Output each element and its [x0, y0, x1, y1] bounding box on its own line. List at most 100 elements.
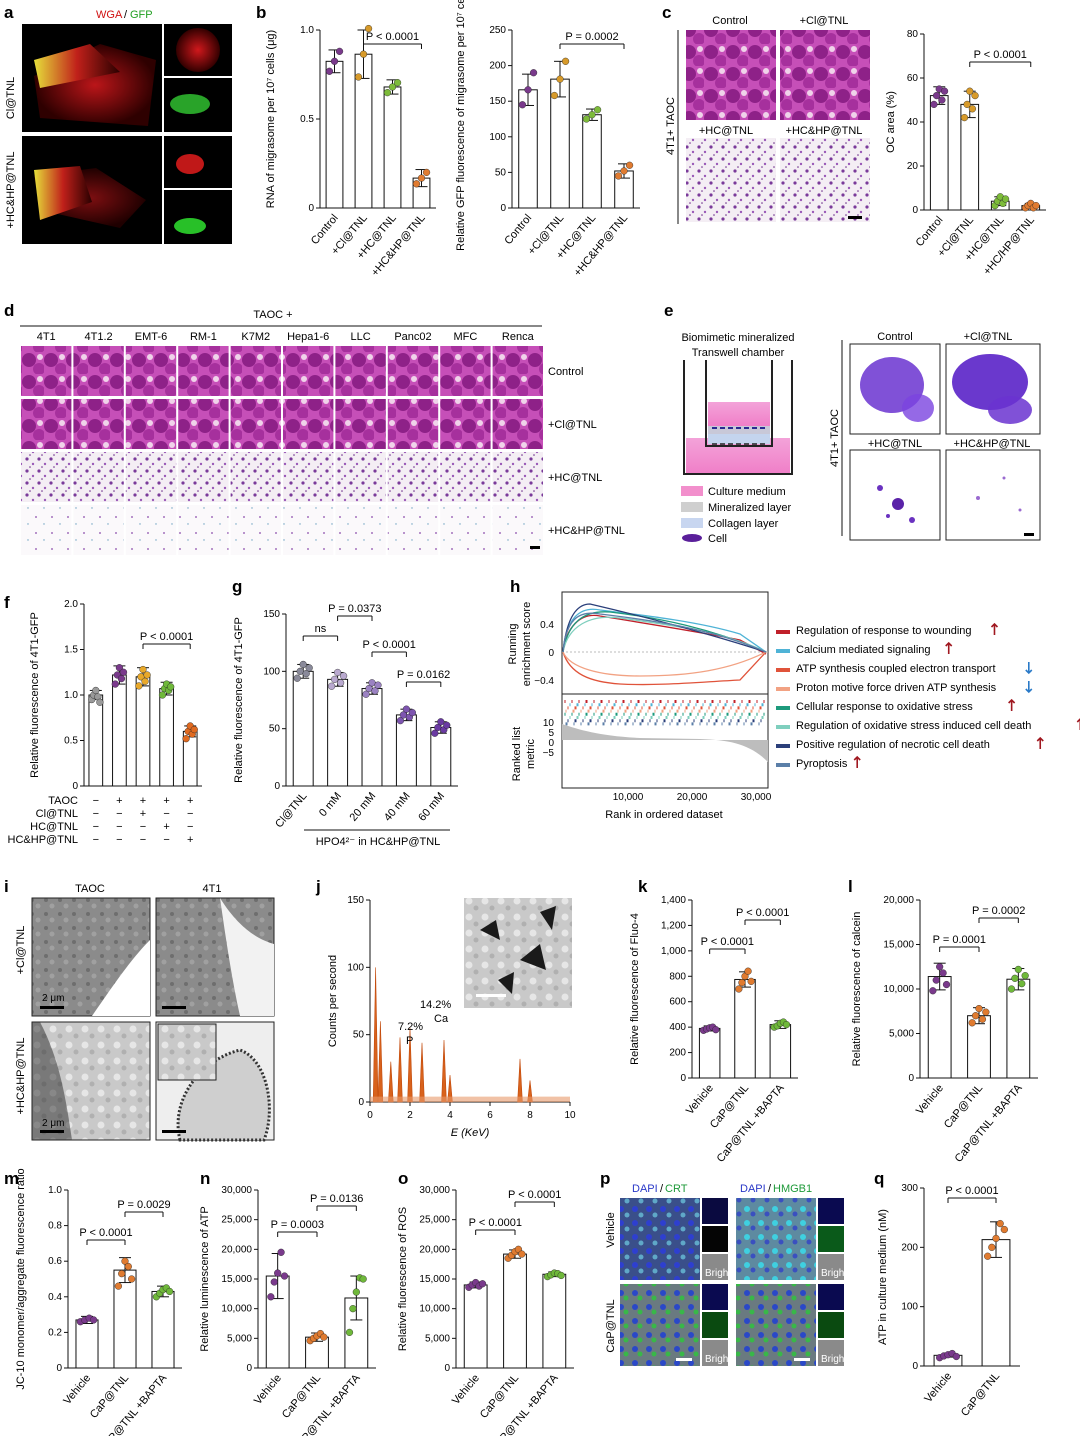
y-tick: 0.4	[540, 620, 554, 631]
condition-sign: −	[140, 834, 146, 846]
legend-label: Calcium mediated signaling	[796, 644, 931, 656]
data-point	[747, 977, 755, 985]
thumb-label: Bright	[821, 1268, 847, 1279]
y-axis-label: Relative fluorescence of calcein	[851, 912, 863, 1067]
condition-sign: −	[93, 821, 99, 833]
bar	[503, 1253, 527, 1369]
legend-swatch	[776, 763, 790, 767]
y-tick-label: 60	[907, 73, 919, 84]
panel-label: f	[4, 593, 10, 612]
stain-tile	[230, 399, 281, 449]
data-point	[115, 664, 124, 672]
panel-label: p	[600, 1169, 610, 1188]
x-tick-label: 40 mM	[382, 790, 413, 823]
data-point	[96, 698, 104, 706]
y-tick-label: 0	[72, 781, 78, 792]
panel-label: l	[848, 877, 853, 896]
x-tick-label: 0	[367, 1110, 373, 1121]
condition-sign: +	[163, 795, 169, 807]
bright-thumb	[702, 1340, 728, 1366]
condition-sign: −	[116, 821, 122, 833]
arrow-up-icon	[853, 755, 861, 768]
data-point	[1014, 965, 1022, 974]
legend-label: Proton motive force driven ATP synthesis	[796, 682, 997, 694]
arrow-up-icon	[990, 622, 999, 635]
stain-tile	[21, 505, 72, 555]
condition-sign: −	[116, 834, 122, 846]
gfp-channel-image	[164, 190, 232, 244]
panel-h: h 0.4 0 −0.4 10 5 0 −5 Running enrichmen…	[507, 577, 1080, 821]
scale-bar	[40, 1130, 64, 1133]
panel-c: c 4T1+ TAOC Control +Cl@TNL +HC@TNL +HC&…	[662, 3, 870, 224]
y-tick-label: 150	[347, 895, 364, 906]
stain-tile	[335, 505, 386, 555]
scale-bar	[162, 1130, 186, 1133]
y-tick-label: 100	[901, 1302, 918, 1313]
panel-label: g	[232, 577, 242, 596]
y-tick-label: 5,000	[227, 1333, 252, 1344]
chart-b-gfp: 0 50 100 150 200 250 Relative GFP fluorescence…	[455, 0, 640, 279]
stain-tile	[125, 452, 177, 502]
chart-b-rna: 0 0.5 1.0 RNA of migrasome per 10⁷ cells (μ…	[265, 24, 436, 279]
y-tick-label: 1.0	[300, 25, 314, 36]
panel-label: e	[664, 301, 673, 320]
data-point	[359, 50, 368, 58]
crt-thumb	[702, 1226, 728, 1252]
y-tick-label: 250	[489, 25, 506, 36]
y-tick-label: 1.5	[64, 645, 78, 656]
scale-label: 2 μm	[42, 1118, 64, 1129]
bar	[88, 694, 104, 787]
image-title: +HC@TNL	[699, 125, 753, 137]
y-tick-label: 1,200	[661, 920, 686, 931]
data-point	[529, 69, 538, 77]
stain-tile	[335, 452, 386, 502]
dapi-thumb	[818, 1198, 844, 1224]
bar	[383, 86, 402, 209]
title-wga: WGA	[96, 9, 123, 21]
y-axis-label: Relative GFP fluorescence of migrasome p…	[455, 0, 467, 251]
title-crt: CRT	[665, 1183, 688, 1195]
stain-tile	[335, 346, 386, 396]
data-point	[408, 709, 416, 717]
stain-tile	[283, 505, 334, 555]
stain-tile	[283, 346, 334, 396]
panel-d: d TAOC + 4T1 4T1.2 EMT-6 RM-1 K7M2 Hepa1-6 LLC…	[4, 301, 625, 555]
y-tick-label: 20	[907, 161, 919, 172]
data-point	[167, 683, 175, 691]
p-value-label: P = 0.0373	[328, 603, 381, 615]
condition-sign: −	[116, 808, 122, 820]
y-tick-label: 30,000	[419, 1185, 450, 1196]
row-label: +HC@TNL	[548, 472, 602, 484]
hmgb1-thumb	[818, 1312, 844, 1338]
y-axis-label: Relative fluorescence of ROS	[397, 1207, 409, 1351]
y-axis-label: JC-10 monomer/aggregate fluorescence rat…	[15, 1168, 27, 1389]
side-label: 4T1+ TAOC	[829, 409, 841, 467]
spectrum-peak	[441, 1040, 447, 1103]
y-axis-label: Ranked list	[511, 727, 523, 781]
data-point	[141, 677, 149, 685]
y-tick: 5	[548, 728, 554, 739]
y-tick-label: 300	[901, 1183, 918, 1194]
panel-label: i	[4, 877, 9, 896]
legend-label: ATP synthesis coupled electron transport	[796, 663, 996, 675]
y-tick-label: 10,000	[221, 1304, 252, 1315]
image-title: +Cl@TNL	[800, 15, 849, 27]
stain-tile	[21, 346, 72, 396]
y-tick-label: 50	[269, 724, 281, 735]
stain-tile	[387, 346, 439, 396]
bar	[135, 676, 151, 787]
data-point	[929, 987, 937, 995]
data-point	[556, 75, 564, 83]
p-value-label: P < 0.0001	[79, 1227, 132, 1239]
title-sep: /	[768, 1183, 772, 1195]
panel-label: j	[315, 877, 321, 896]
p-value-label: P = 0.0029	[117, 1199, 170, 1211]
panel-p: p DAPI / CRT DAPI / HMGB1 Vehicle CaP@TN…	[600, 1169, 847, 1366]
if-image	[620, 1284, 700, 1366]
legend-label: Culture medium	[708, 486, 786, 498]
chart-o: 0 5,000 10,000 15,000 20,000 25,000 30,000 Rela…	[397, 1185, 574, 1436]
y-axis-label: OC area (%)	[885, 91, 897, 153]
panel-label: o	[398, 1169, 408, 1188]
spectrum-baseline	[370, 1096, 570, 1102]
data-point	[182, 735, 190, 743]
